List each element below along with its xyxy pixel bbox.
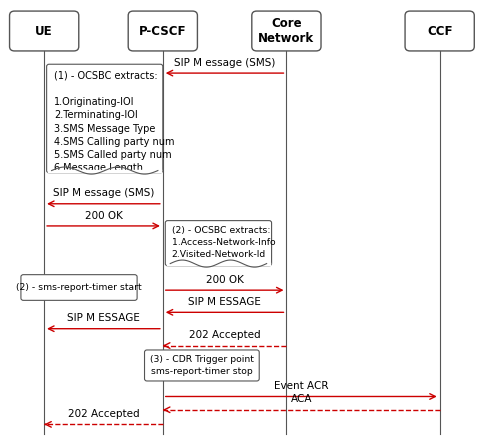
FancyBboxPatch shape bbox=[46, 64, 163, 173]
Text: Core
Network: Core Network bbox=[258, 17, 314, 45]
FancyBboxPatch shape bbox=[21, 275, 137, 300]
Text: 200 OK: 200 OK bbox=[84, 210, 122, 221]
Text: UE: UE bbox=[35, 24, 53, 38]
Text: 202 Accepted: 202 Accepted bbox=[189, 330, 260, 340]
FancyBboxPatch shape bbox=[9, 11, 79, 51]
Text: SIP M ESSAGE: SIP M ESSAGE bbox=[67, 313, 140, 323]
FancyBboxPatch shape bbox=[405, 11, 474, 51]
FancyBboxPatch shape bbox=[145, 350, 259, 381]
Text: (1) - OCSBC extracts:

1.Originating-IOI
2.Terminating-IOI
3.SMS Message Type
4.: (1) - OCSBC extracts: 1.Originating-IOI … bbox=[54, 71, 175, 173]
FancyBboxPatch shape bbox=[128, 11, 198, 51]
Text: Event ACR: Event ACR bbox=[274, 381, 328, 391]
Text: SIP M ESSAGE: SIP M ESSAGE bbox=[188, 297, 261, 307]
FancyBboxPatch shape bbox=[252, 11, 321, 51]
Text: CCF: CCF bbox=[427, 24, 453, 38]
Text: 202 Accepted: 202 Accepted bbox=[68, 409, 139, 419]
Text: 200 OK: 200 OK bbox=[206, 275, 244, 285]
Text: SIP M essage (SMS): SIP M essage (SMS) bbox=[53, 188, 154, 198]
Text: (2) - sms-report-timer start: (2) - sms-report-timer start bbox=[16, 283, 142, 292]
Text: P-CSCF: P-CSCF bbox=[139, 24, 187, 38]
FancyBboxPatch shape bbox=[165, 221, 271, 266]
Text: ACA: ACA bbox=[290, 394, 312, 404]
Text: (2) - OCSBC extracts:
1.Access-Network-Info
2.Visited-Network-Id: (2) - OCSBC extracts: 1.Access-Network-I… bbox=[172, 226, 275, 259]
Text: (3) - CDR Trigger point
sms-report-timer stop: (3) - CDR Trigger point sms-report-timer… bbox=[150, 355, 254, 376]
Text: SIP M essage (SMS): SIP M essage (SMS) bbox=[174, 58, 275, 68]
